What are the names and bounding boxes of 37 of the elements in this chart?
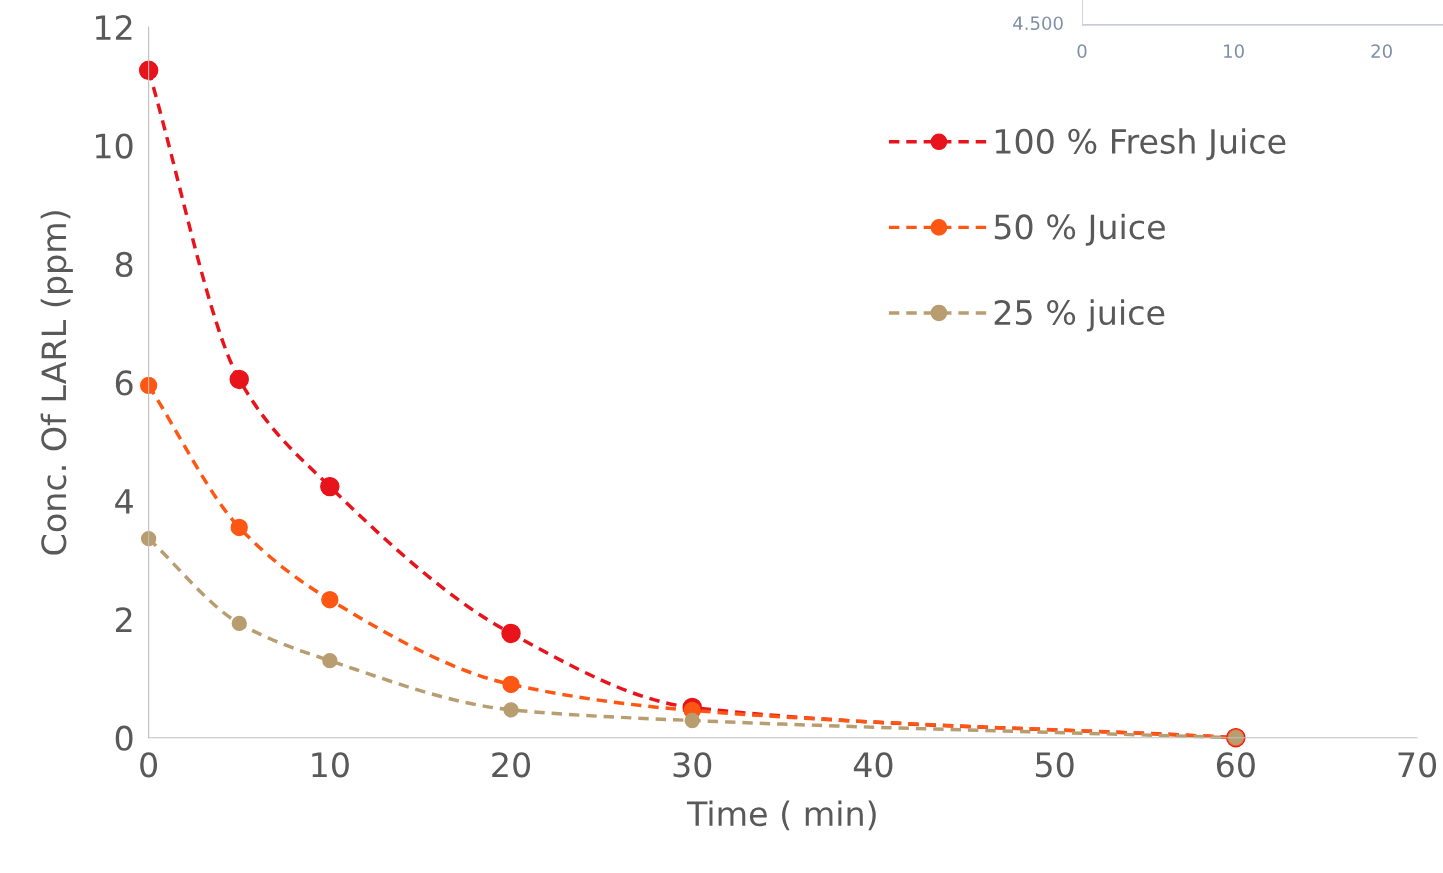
x-tick-label: 20 <box>492 752 531 778</box>
x-tick-label: 70 <box>1398 752 1437 778</box>
point <box>501 623 521 644</box>
point <box>138 60 159 81</box>
legend-label: 100 % Fresh Juice <box>995 128 1286 161</box>
point <box>321 591 339 609</box>
point <box>684 712 700 729</box>
point <box>140 531 157 547</box>
legend-label: 50 % Juice <box>994 213 1165 246</box>
point <box>502 675 520 694</box>
y-tick-label: 4 <box>115 489 133 514</box>
annotation: 20 <box>1371 44 1392 58</box>
x-axis-title: Time ( min) <box>686 800 876 831</box>
point <box>503 702 519 718</box>
annotation: 10 <box>1224 44 1244 58</box>
annotation: 4.500 <box>1013 16 1063 31</box>
y-tick-label: 0 <box>115 725 133 751</box>
y-tick-label: 6 <box>115 370 133 396</box>
point <box>320 476 340 497</box>
x-tick-label: 10 <box>312 752 349 778</box>
legend-label: 25 % juice <box>994 299 1165 332</box>
point <box>322 653 338 669</box>
y-axis-title: Conc. Of LARL (ppm) <box>40 211 73 555</box>
point <box>139 376 158 395</box>
point <box>229 369 249 390</box>
y-tick-label: 12 <box>95 14 132 40</box>
x-tick-label: 60 <box>1216 752 1255 778</box>
y-tick-label: 2 <box>115 607 132 632</box>
x-tick-label: 30 <box>673 752 712 778</box>
x-tick-label: 0 <box>140 752 158 778</box>
x-tick-label: 40 <box>853 752 893 778</box>
x-tick-label: 50 <box>1035 752 1074 778</box>
y-tick-label: 8 <box>115 251 133 278</box>
point <box>231 615 247 632</box>
annotation: 0 <box>1077 44 1087 58</box>
y-tick-label: 10 <box>95 133 133 159</box>
point <box>230 518 248 537</box>
